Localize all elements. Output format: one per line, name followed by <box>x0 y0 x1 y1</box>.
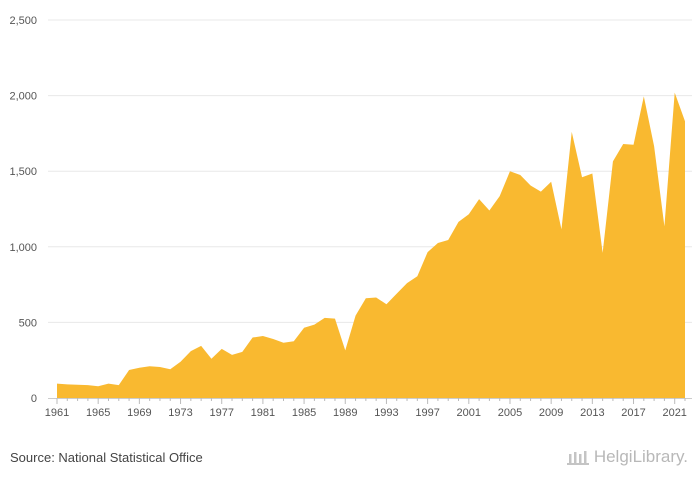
series-area <box>57 92 685 398</box>
x-tick-label: 1977 <box>209 407 233 419</box>
x-tick-label: 2017 <box>621 407 645 419</box>
x-tick-label: 1981 <box>251 407 275 419</box>
library-icon <box>566 451 589 465</box>
x-tick-label: 2013 <box>580 407 604 419</box>
y-axis: 0 500 1,000 1,500 2,000 2,500 <box>9 15 37 405</box>
brand-name: HelgiLibrary. <box>593 447 688 466</box>
x-tick-label: 1969 <box>127 407 151 419</box>
x-axis: 1961 1965 1969 1973 1977 1981 1985 1989 1993 1997… <box>45 398 692 419</box>
x-tick-label: 2009 <box>539 407 563 419</box>
y-tick-label: 2,000 <box>9 91 37 103</box>
x-tick-label: 1965 <box>86 407 110 419</box>
brand-logo: HelgiLibrary. <box>566 447 688 467</box>
x-tick-label: 1973 <box>168 407 192 419</box>
x-tick-label: 1997 <box>415 407 439 419</box>
x-tick-label: 1989 <box>333 407 357 419</box>
y-tick-label: 1,000 <box>9 242 37 254</box>
area-chart: 0 500 1,000 1,500 2,000 2,500 1961 1965 1969 197… <box>9 15 692 419</box>
x-tick-label: 1985 <box>292 407 316 419</box>
x-tick-label: 2005 <box>498 407 522 419</box>
y-tick-label: 1,500 <box>9 166 37 178</box>
source-note: Source: National Statistical Office <box>10 450 203 465</box>
x-tick-label: 1961 <box>45 407 69 419</box>
x-tick-label: 2021 <box>662 407 686 419</box>
x-tick-label: 2001 <box>457 407 481 419</box>
y-tick-label: 500 <box>19 317 37 329</box>
x-tick-label: 1993 <box>374 407 398 419</box>
y-tick-label: 2,500 <box>9 15 37 27</box>
y-tick-label: 0 <box>31 393 37 405</box>
